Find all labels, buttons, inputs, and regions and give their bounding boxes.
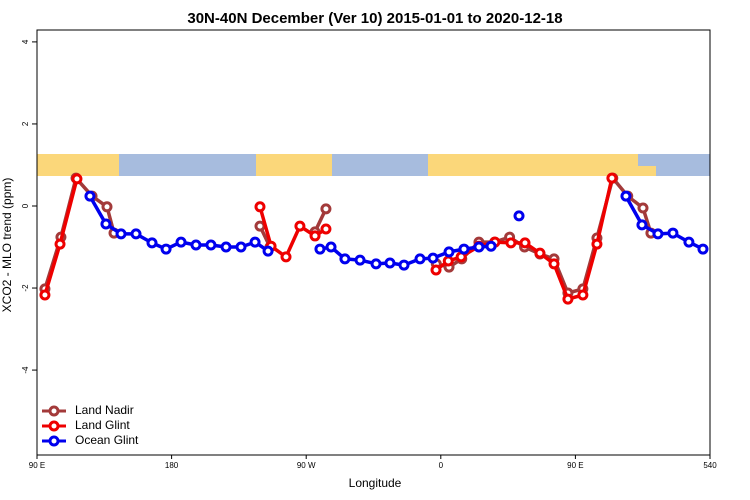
data-point [146, 237, 158, 249]
data-point [84, 190, 96, 202]
data-point [414, 253, 426, 265]
data-point [339, 253, 351, 265]
data-point [519, 237, 531, 249]
data-point [683, 236, 695, 248]
data-point [562, 293, 574, 305]
data-point [652, 228, 664, 240]
x-tick-label: 90 W [297, 461, 316, 470]
data-point [577, 289, 589, 301]
data-point [505, 237, 517, 249]
data-point [254, 201, 266, 213]
data-point [473, 241, 485, 253]
legend-label: Ocean Glint [75, 433, 139, 447]
y-tick-label: 4 [21, 39, 30, 44]
legend-marker [48, 420, 60, 432]
data-point [606, 172, 618, 184]
data-point [591, 238, 603, 250]
data-point [430, 264, 442, 276]
data-point [262, 245, 274, 257]
map-land [256, 154, 332, 176]
data-point [485, 240, 497, 252]
data-point [513, 210, 525, 222]
data-point [254, 220, 266, 232]
x-tick-label: 540 [703, 461, 717, 470]
data-point [100, 218, 112, 230]
x-tick-label: 90 E [567, 461, 583, 470]
data-point [636, 219, 648, 231]
data-point [354, 254, 366, 266]
data-point [190, 239, 202, 251]
data-point [220, 241, 232, 253]
data-point [175, 236, 187, 248]
data-point [249, 236, 261, 248]
data-point [667, 227, 679, 239]
y-axis-label: XCO2 - MLO trend (ppm) [0, 178, 14, 313]
data-point [280, 251, 292, 263]
x-tick-label: 0 [439, 461, 444, 470]
data-point [314, 243, 326, 255]
data-point [442, 255, 454, 267]
data-point [294, 220, 306, 232]
data-point [130, 228, 142, 240]
legend-label: Land Nadir [75, 403, 134, 417]
legend-marker [48, 405, 60, 417]
data-point [443, 246, 455, 258]
data-point [71, 173, 83, 185]
data-point [384, 257, 396, 269]
data-point [115, 228, 127, 240]
data-point [320, 223, 332, 235]
data-point [325, 241, 337, 253]
plot-frame [36, 29, 711, 456]
x-tick-label: 180 [165, 461, 179, 470]
y-tick-label: -4 [21, 366, 30, 374]
chart-title: 30N-40N December (Ver 10) 2015-01-01 to … [187, 10, 562, 27]
y-tick-label: 0 [21, 203, 30, 208]
y-tick-label: -2 [21, 284, 30, 292]
series-line [43, 176, 653, 295]
legend-marker [48, 435, 60, 447]
data-point [398, 259, 410, 271]
world-map-band [37, 154, 710, 176]
data-point [548, 258, 560, 270]
data-point [427, 252, 439, 264]
map-land [560, 166, 656, 176]
data-point [370, 258, 382, 270]
data-point [39, 289, 51, 301]
data-point [620, 190, 632, 202]
x-tick-label: 90 E [29, 461, 45, 470]
data-point [205, 239, 217, 251]
data-point [697, 243, 709, 255]
legend-label: Land Glint [75, 418, 130, 432]
data-point [309, 230, 321, 242]
x-axis-label: Longitude [349, 476, 402, 490]
data-point [235, 241, 247, 253]
map-land [37, 154, 119, 176]
data-point [320, 203, 332, 215]
data-point [637, 202, 649, 214]
data-point [534, 247, 546, 259]
y-tick-label: 2 [21, 121, 30, 126]
data-point [458, 243, 470, 255]
data-point [54, 238, 66, 250]
data-point [160, 243, 172, 255]
data-point [101, 201, 113, 213]
